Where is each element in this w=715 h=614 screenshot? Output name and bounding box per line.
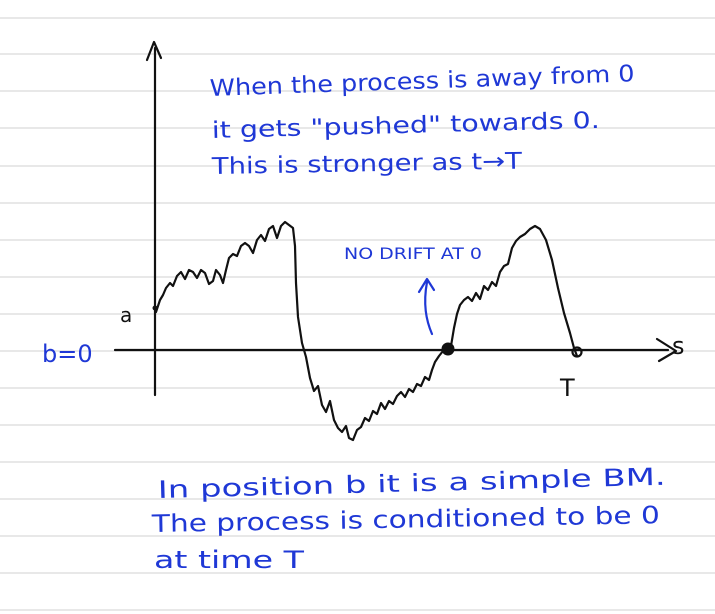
zero-point-dot bbox=[441, 342, 455, 356]
y-axis-arrowhead bbox=[145, 40, 163, 62]
bottom-note-line-1: In position b it is a simple BM. bbox=[157, 463, 666, 504]
process-path bbox=[154, 220, 579, 442]
y-level-label: b=0 bbox=[42, 340, 93, 368]
bottom-note-line-2: The process is conditioned to be 0 bbox=[150, 501, 660, 538]
x-axis-label: s bbox=[672, 332, 685, 360]
top-note-line-3: This is stronger as t→T bbox=[210, 149, 523, 180]
end-point-mark bbox=[571, 346, 583, 358]
top-note-line-1: When the process is away from 0 bbox=[209, 61, 635, 102]
bottom-note-line-3: at time T bbox=[154, 546, 304, 574]
pointer-arrowhead bbox=[417, 277, 436, 294]
top-note-line-2: it gets "pushed" towards 0. bbox=[211, 108, 600, 144]
end-time-label: T bbox=[559, 374, 575, 402]
pointer-arrow bbox=[424, 280, 434, 336]
start-marker-label: a bbox=[120, 303, 132, 327]
no-drift-label: NO DRIFT AT 0 bbox=[344, 244, 482, 263]
ruled-lines bbox=[0, 17, 715, 611]
x-axis-arrowhead bbox=[655, 337, 678, 363]
